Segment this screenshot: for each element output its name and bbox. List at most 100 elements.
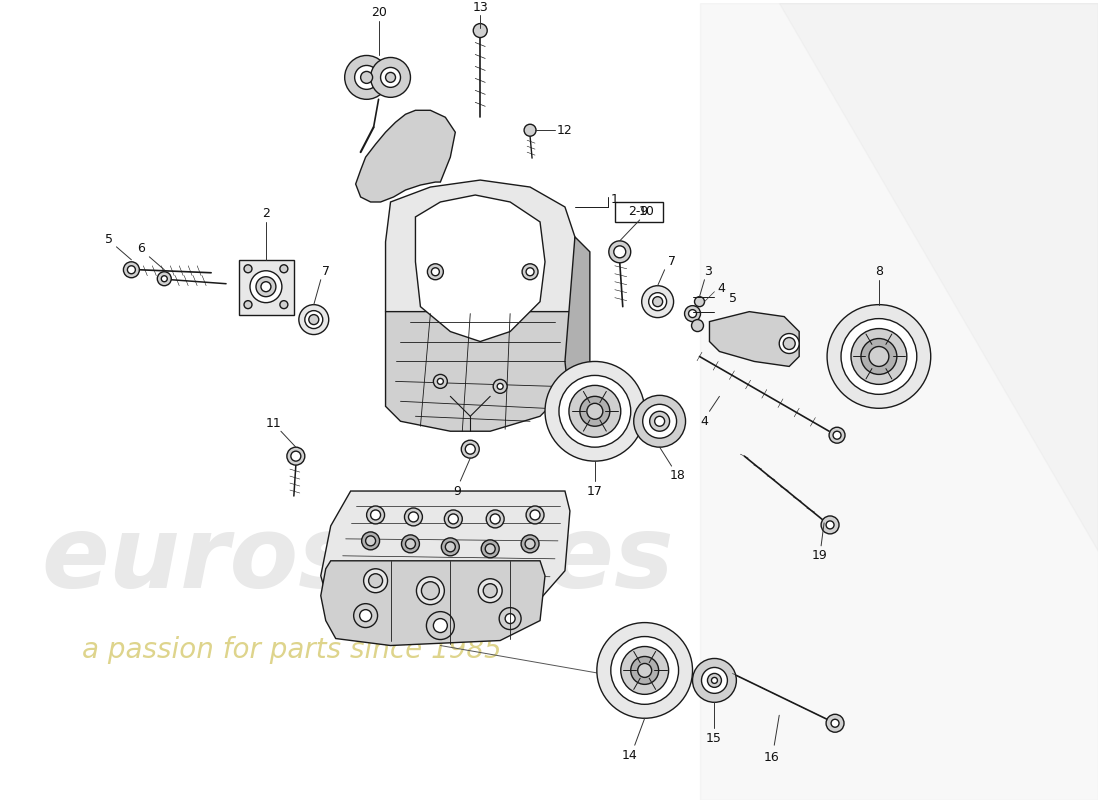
Circle shape xyxy=(692,319,704,331)
Circle shape xyxy=(826,714,844,732)
Circle shape xyxy=(614,246,626,258)
Circle shape xyxy=(290,451,300,461)
Circle shape xyxy=(826,521,834,529)
Circle shape xyxy=(842,318,916,394)
Circle shape xyxy=(821,516,839,534)
Circle shape xyxy=(250,270,282,302)
Polygon shape xyxy=(416,195,544,342)
Circle shape xyxy=(505,614,515,623)
Circle shape xyxy=(642,404,676,438)
Circle shape xyxy=(499,608,521,630)
Circle shape xyxy=(381,67,400,87)
Circle shape xyxy=(829,427,845,443)
Circle shape xyxy=(610,637,679,704)
Circle shape xyxy=(465,444,475,454)
Text: 8: 8 xyxy=(874,266,883,278)
Circle shape xyxy=(244,265,252,273)
Circle shape xyxy=(524,124,536,136)
Circle shape xyxy=(478,578,503,602)
Text: 5: 5 xyxy=(106,234,113,246)
Circle shape xyxy=(461,440,480,458)
Text: a passion for parts since 1985: a passion for parts since 1985 xyxy=(81,637,502,665)
Circle shape xyxy=(438,378,443,384)
Polygon shape xyxy=(321,491,570,630)
Circle shape xyxy=(305,310,322,329)
Text: 20: 20 xyxy=(371,6,386,19)
Circle shape xyxy=(279,265,288,273)
Circle shape xyxy=(421,582,439,600)
Text: 15: 15 xyxy=(705,732,722,745)
Circle shape xyxy=(162,276,167,282)
Circle shape xyxy=(526,506,544,524)
Circle shape xyxy=(869,346,889,366)
Circle shape xyxy=(402,535,419,553)
Circle shape xyxy=(587,403,603,419)
Circle shape xyxy=(360,610,372,622)
Text: 13: 13 xyxy=(472,1,488,14)
Text: 19: 19 xyxy=(811,550,827,562)
Circle shape xyxy=(427,612,454,639)
Text: 6: 6 xyxy=(138,242,145,255)
Text: 5: 5 xyxy=(729,292,737,305)
Polygon shape xyxy=(710,312,800,366)
Polygon shape xyxy=(779,2,1098,551)
Text: 11: 11 xyxy=(266,417,282,430)
Circle shape xyxy=(654,416,664,426)
Circle shape xyxy=(309,314,319,325)
Circle shape xyxy=(486,510,504,528)
Circle shape xyxy=(371,510,381,520)
Circle shape xyxy=(497,383,503,390)
Text: 9: 9 xyxy=(453,485,461,498)
Circle shape xyxy=(684,306,701,322)
Text: 18: 18 xyxy=(670,469,685,482)
Text: 1: 1 xyxy=(610,194,618,206)
Circle shape xyxy=(485,544,495,554)
Bar xyxy=(615,202,662,222)
Polygon shape xyxy=(385,312,575,431)
Circle shape xyxy=(279,301,288,309)
Circle shape xyxy=(608,241,630,262)
Circle shape xyxy=(522,264,538,280)
Circle shape xyxy=(428,264,443,280)
Circle shape xyxy=(368,574,383,588)
Circle shape xyxy=(861,338,896,374)
Circle shape xyxy=(832,719,839,727)
Text: 7: 7 xyxy=(321,266,330,278)
Circle shape xyxy=(287,447,305,465)
Circle shape xyxy=(827,305,931,408)
Text: eurospares: eurospares xyxy=(42,512,674,610)
Text: 7: 7 xyxy=(668,255,675,268)
Circle shape xyxy=(256,277,276,297)
Circle shape xyxy=(650,411,670,431)
Circle shape xyxy=(521,535,539,553)
Circle shape xyxy=(361,71,373,83)
Circle shape xyxy=(481,540,499,558)
Circle shape xyxy=(433,618,448,633)
Circle shape xyxy=(157,272,172,286)
Text: 17: 17 xyxy=(587,485,603,498)
Circle shape xyxy=(620,646,669,694)
Circle shape xyxy=(261,282,271,292)
Circle shape xyxy=(431,268,439,276)
Circle shape xyxy=(483,584,497,598)
Circle shape xyxy=(641,286,673,318)
Circle shape xyxy=(597,622,693,718)
Circle shape xyxy=(707,674,722,687)
Circle shape xyxy=(364,569,387,593)
Circle shape xyxy=(417,577,444,605)
Circle shape xyxy=(446,542,455,552)
Text: 4: 4 xyxy=(701,414,708,428)
Circle shape xyxy=(649,293,667,310)
Text: 14: 14 xyxy=(621,749,638,762)
Circle shape xyxy=(244,301,252,309)
Text: 16: 16 xyxy=(763,750,779,764)
Text: 4: 4 xyxy=(717,282,725,295)
Circle shape xyxy=(580,396,609,426)
Circle shape xyxy=(405,508,422,526)
Circle shape xyxy=(441,538,460,556)
Circle shape xyxy=(493,379,507,394)
Polygon shape xyxy=(321,561,544,646)
Circle shape xyxy=(652,297,662,306)
Circle shape xyxy=(444,510,462,528)
Circle shape xyxy=(406,539,416,549)
